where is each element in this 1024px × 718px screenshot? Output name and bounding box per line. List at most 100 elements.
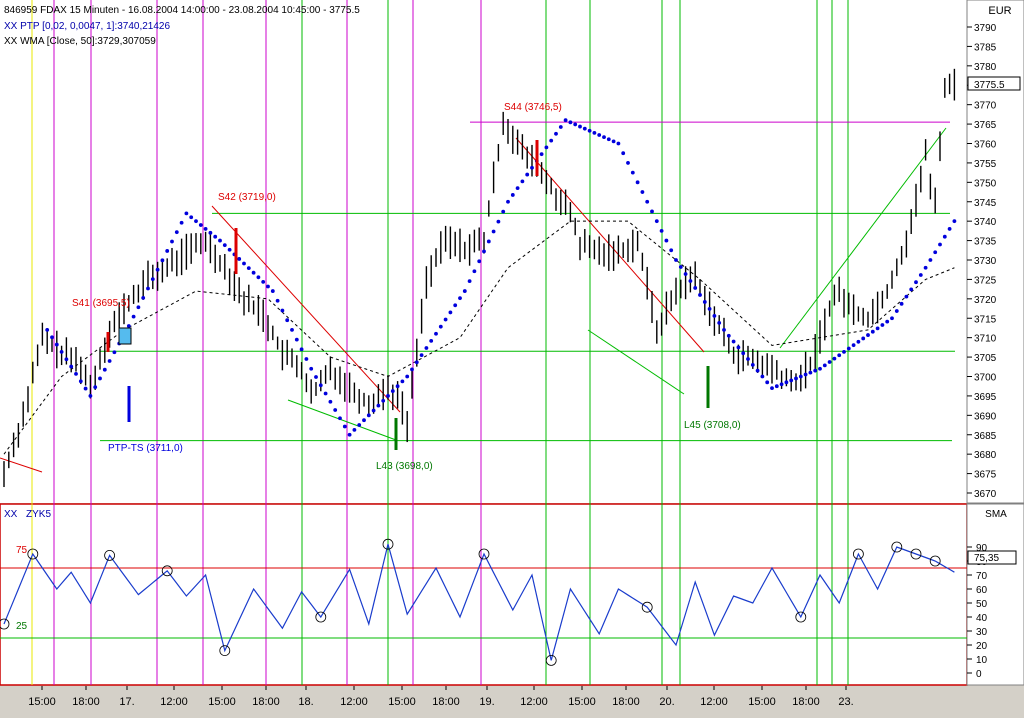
ptp-dot bbox=[376, 403, 381, 408]
osc-title-indicator: ZYK5 bbox=[26, 509, 51, 520]
price-bars bbox=[3, 68, 956, 488]
ptp-dot bbox=[328, 399, 333, 404]
ptp-dot bbox=[813, 368, 818, 373]
ptp-dot bbox=[880, 323, 885, 327]
price-tick-label: 3790 bbox=[974, 23, 997, 34]
ptp-dot bbox=[184, 211, 189, 216]
osc-pivot-marker bbox=[545, 655, 557, 666]
ptp-dot bbox=[765, 380, 770, 385]
ptp-dot bbox=[741, 351, 746, 356]
ptp-dot bbox=[664, 238, 669, 243]
ptp-dot bbox=[731, 339, 736, 344]
time-tick-label: 15:00 bbox=[568, 696, 596, 708]
osc-last-value: 75,35 bbox=[974, 553, 999, 564]
ptp-dot bbox=[573, 122, 578, 127]
osc-tick-label: 0 bbox=[976, 669, 982, 680]
price-tick-label: 3750 bbox=[974, 178, 997, 189]
osc-pivot-marker bbox=[382, 538, 394, 550]
ptp-dot bbox=[774, 384, 779, 389]
ptp-dot bbox=[952, 219, 957, 224]
ptp-dot bbox=[126, 324, 131, 328]
ptp-dot bbox=[203, 227, 208, 231]
time-tick-label: 15:00 bbox=[748, 696, 776, 708]
ptp-dot bbox=[405, 374, 410, 379]
time-tick-label: 18:00 bbox=[612, 696, 640, 708]
ptp-dot bbox=[395, 384, 400, 389]
osc-level-low-label: 25 bbox=[16, 621, 28, 632]
time-tick-label: 15:00 bbox=[208, 696, 236, 708]
ptp-dot bbox=[861, 336, 866, 341]
price-tick-label: 3695 bbox=[974, 392, 997, 403]
ptp-dot bbox=[645, 199, 650, 204]
osc-pivot-marker bbox=[315, 611, 327, 623]
ptp-dot bbox=[174, 230, 179, 235]
osc-level-high-label: 75 bbox=[16, 545, 28, 556]
ptp-dot bbox=[338, 416, 342, 421]
ptp-dot bbox=[112, 350, 117, 355]
ptp-dot bbox=[251, 270, 256, 275]
ptp-dot bbox=[50, 335, 54, 340]
ptp-dot bbox=[798, 374, 803, 379]
ptp-dot bbox=[482, 249, 486, 254]
price-tick-label: 3730 bbox=[974, 256, 997, 267]
ptp-dot bbox=[914, 280, 918, 285]
osc-tick-label: 10 bbox=[976, 655, 988, 666]
osc-tick-label: 70 bbox=[976, 571, 988, 582]
trendline-red-1 bbox=[0, 457, 43, 473]
ptp-dot bbox=[602, 135, 606, 140]
ptp-dots bbox=[45, 118, 957, 437]
ptp-dot bbox=[270, 289, 275, 293]
price-tick-label: 3765 bbox=[974, 120, 997, 131]
ptp-dot bbox=[290, 328, 294, 332]
ptp-dot bbox=[280, 308, 285, 313]
ptp-dot bbox=[54, 342, 59, 347]
osc-tick-label: 20 bbox=[976, 641, 988, 652]
osc-pivot-marker bbox=[853, 548, 864, 560]
ptp-dot bbox=[410, 367, 414, 372]
osc-tick-label: 40 bbox=[976, 613, 988, 624]
ptp-dot bbox=[933, 250, 938, 255]
price-tick-label: 3785 bbox=[974, 42, 997, 53]
ptp-dot bbox=[198, 223, 203, 227]
ptp-dot bbox=[362, 418, 366, 423]
ptp-dot bbox=[419, 353, 424, 358]
time-tick-label: 18:00 bbox=[792, 696, 820, 708]
ptp-dot bbox=[606, 137, 611, 142]
ptp-dot bbox=[506, 199, 510, 204]
ptp-dot bbox=[808, 370, 813, 375]
price-tick-label: 3680 bbox=[974, 450, 997, 461]
ptp-dot bbox=[414, 360, 419, 365]
ptp-dot bbox=[261, 279, 266, 284]
ptp-dot bbox=[448, 310, 453, 315]
price-tick-label: 3745 bbox=[974, 198, 997, 209]
time-axis-labels: 15:00 18:00 17. 12:00 15:00 18:00 18. 12:00 15:0… bbox=[28, 686, 854, 708]
horizontal-levels bbox=[100, 121, 955, 442]
ptp-dot bbox=[304, 357, 309, 361]
ptp-dot bbox=[496, 219, 501, 224]
ptp-dot bbox=[501, 209, 506, 214]
ptp-dot bbox=[246, 266, 251, 271]
ptp-dot bbox=[899, 301, 904, 306]
ptp-dot bbox=[928, 258, 933, 262]
time-axis bbox=[0, 686, 1024, 718]
ptp-dot bbox=[150, 277, 155, 281]
oscillator-levels bbox=[0, 567, 967, 639]
ptp-dot bbox=[923, 265, 928, 270]
ptp-dot bbox=[107, 359, 112, 363]
ptp-dot bbox=[458, 296, 462, 301]
currency-label: EUR bbox=[988, 5, 1011, 17]
ptp-dot bbox=[870, 329, 875, 334]
ptp-dot bbox=[592, 131, 597, 135]
ptp-dot bbox=[438, 324, 443, 329]
osc-pivot-marker bbox=[104, 550, 115, 561]
ptp-dot bbox=[45, 328, 50, 332]
ptp-dot bbox=[770, 386, 774, 391]
chart-title: 846959 FDAX 15 Minuten - 16.08.2004 14:0… bbox=[4, 5, 360, 16]
osc-pivot-marker bbox=[0, 618, 10, 630]
ptp-dot bbox=[616, 141, 621, 146]
oscillator-panel bbox=[0, 503, 968, 686]
ptp-dot bbox=[189, 215, 194, 220]
price-tick-label: 3720 bbox=[974, 295, 997, 306]
ptp-dot bbox=[784, 380, 789, 385]
price-axis bbox=[966, 0, 1024, 504]
